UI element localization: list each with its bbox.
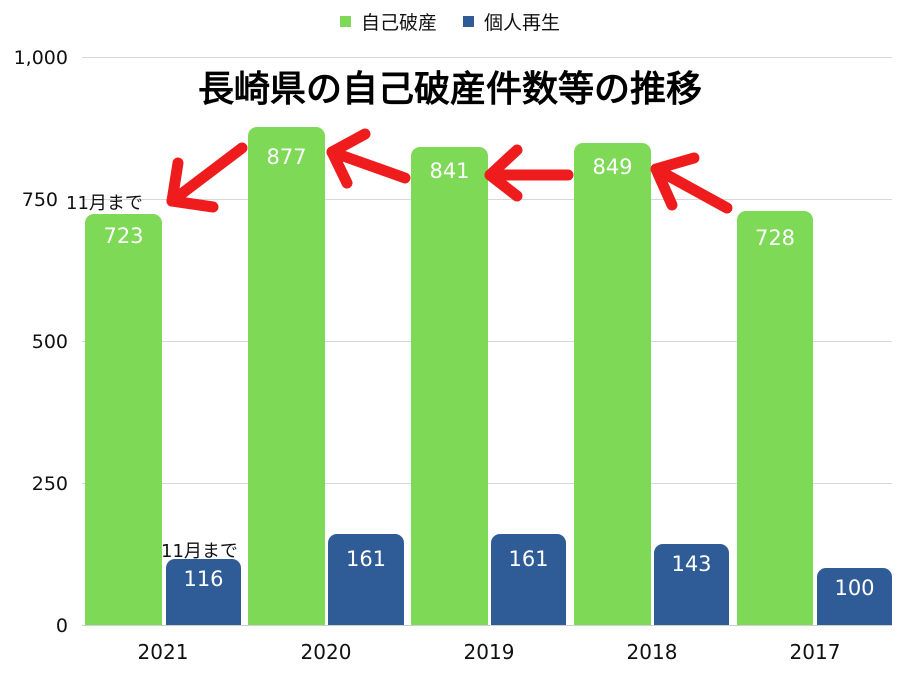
y-tick-500: 500 [31, 331, 68, 353]
bar-value-label: 849 [592, 155, 633, 179]
bar-value-label: 143 [671, 552, 712, 576]
legend-label-bankruptcy: 自己破産 [360, 11, 437, 34]
arrow-2018-to-2019-icon [484, 144, 574, 202]
arrow-2019-to-2020-icon [326, 128, 411, 189]
legend-item-bankruptcy: 自己破産 [339, 8, 437, 35]
bar-bankruptcy-2018: 849 [574, 143, 651, 625]
legend-swatch-blue [463, 15, 474, 27]
bar-value-label: 723 [103, 224, 144, 248]
y-tick-750: 750 [21, 189, 58, 211]
bar-bankruptcy-2017: 728 [737, 211, 813, 625]
x-label-2018: 2018 [626, 640, 678, 664]
bar-rehab-2017: 100 [817, 568, 892, 625]
bar-value-label: 841 [429, 159, 470, 183]
gridline-1000 [82, 57, 892, 58]
bar-value-label: 877 [266, 145, 307, 169]
bar-value-label: 728 [754, 226, 796, 250]
legend-item-rehab: 個人再生 [463, 8, 560, 35]
legend-label-rehab: 個人再生 [484, 11, 561, 34]
bar-rehab-2018: 143 [654, 544, 729, 625]
x-label-2020: 2020 [300, 640, 352, 664]
chart-legend: 自己破産 個人再生 [0, 6, 900, 36]
bar-rehab-2021: 116 [166, 559, 241, 625]
bar-value-label: 116 [183, 567, 224, 591]
y-tick-1000: 1,000 [13, 47, 68, 69]
arrow-2020-to-2021-icon [166, 142, 248, 213]
x-label-2019: 2019 [463, 640, 515, 664]
y-tick-0: 0 [55, 615, 68, 637]
bar-bankruptcy-2019: 841 [411, 147, 488, 625]
bar-value-label: 100 [834, 576, 875, 600]
note-bankruptcy-2021: 11月まで [66, 193, 143, 214]
bar-rehab-2019: 161 [491, 534, 566, 625]
bar-bankruptcy-2020: 877 [248, 127, 325, 625]
x-axis-baseline [82, 625, 892, 626]
chart-title: 長崎県の自己破産件数等の推移 [197, 69, 702, 110]
bar-value-label: 161 [345, 547, 387, 571]
arrow-2017-to-2018-icon [650, 152, 733, 214]
y-tick-250: 250 [31, 473, 68, 495]
bar-bankruptcy-2021: 723 [85, 214, 162, 625]
x-label-2017: 2017 [789, 640, 841, 664]
bar-rehab-2020: 161 [328, 534, 404, 625]
legend-swatch-green [339, 15, 351, 27]
note-rehab-2021: 11月まで [161, 541, 238, 562]
x-label-2021: 2021 [137, 640, 189, 664]
bar-value-label: 161 [508, 547, 549, 571]
